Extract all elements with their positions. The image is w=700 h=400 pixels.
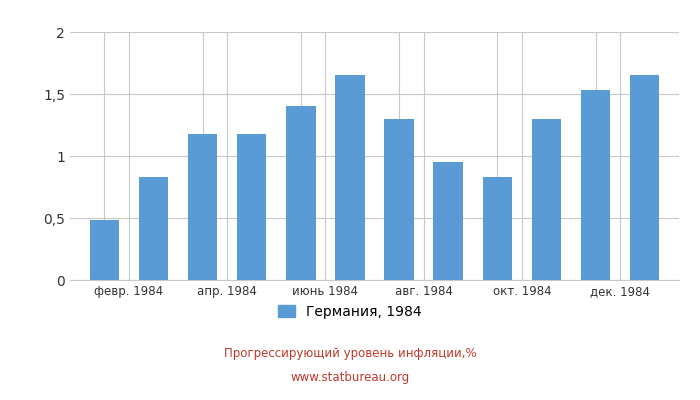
Text: www.statbureau.org: www.statbureau.org xyxy=(290,372,410,384)
Bar xyxy=(532,119,561,280)
Bar xyxy=(630,75,659,280)
Bar xyxy=(237,134,267,280)
Bar xyxy=(139,177,168,280)
Legend: Германия, 1984: Германия, 1984 xyxy=(279,305,421,319)
Bar xyxy=(188,134,217,280)
Bar xyxy=(286,106,316,280)
Bar xyxy=(581,90,610,280)
Bar xyxy=(482,177,512,280)
Bar xyxy=(433,162,463,280)
Bar xyxy=(90,220,119,280)
Bar xyxy=(335,75,365,280)
Text: Прогрессирующий уровень инфляции,%: Прогрессирующий уровень инфляции,% xyxy=(224,348,476,360)
Bar xyxy=(384,119,414,280)
